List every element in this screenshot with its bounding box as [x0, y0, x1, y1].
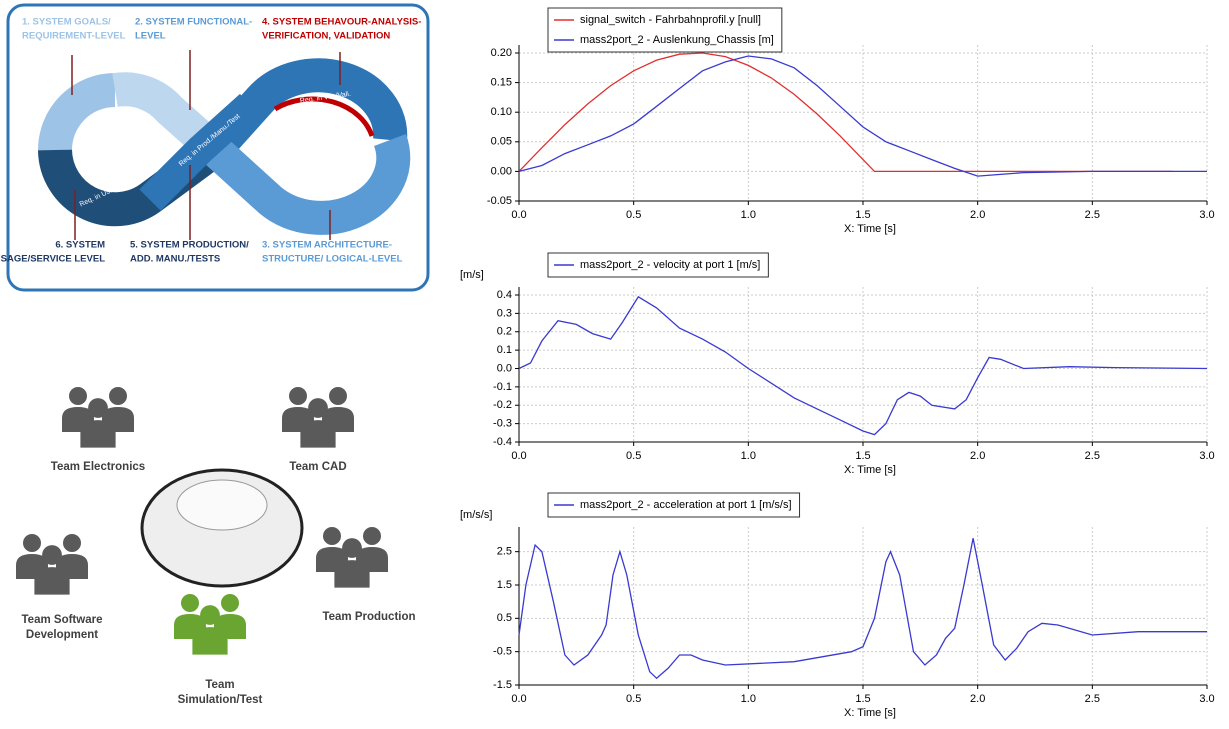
x-tick-label: 3.0: [1199, 450, 1214, 462]
person-head: [109, 387, 127, 405]
person-body: [34, 567, 69, 595]
y-tick-label: -0.4: [493, 436, 512, 448]
person-head: [63, 534, 81, 552]
team-label: Team Electronics: [51, 461, 145, 473]
person-head: [23, 534, 41, 552]
x-tick-label: 3.0: [1199, 209, 1214, 221]
x-tick-label: 1.5: [855, 450, 870, 462]
stage-label: 6. SYSTEM: [55, 240, 105, 251]
team-label: Team Production: [322, 611, 415, 623]
team-label: Development: [26, 629, 98, 641]
legend-label: signal_switch - Fahrbahnprofil.y [null]: [580, 14, 761, 26]
legend-label: mass2port_2 - velocity at port 1 [m/s]: [580, 259, 760, 271]
stage-label: 3. SYSTEM ARCHITECTURE-: [262, 240, 392, 251]
x-tick-label: 3.0: [1199, 693, 1214, 705]
x-tick-label: 0.5: [626, 450, 641, 462]
person-head: [69, 387, 87, 405]
page: 1. SYSTEM GOALS/REQUIREMENT-LEVEL 2. SYST…: [0, 0, 1229, 729]
x-tick-label: 2.5: [1085, 450, 1100, 462]
plot-area: [519, 527, 1207, 685]
person-body: [334, 560, 369, 588]
x-tick-label: 2.0: [970, 209, 985, 221]
y-tick-label: 0.20: [491, 47, 512, 59]
team-label: Simulation/Test: [178, 694, 263, 706]
y-tick-label: 0.15: [491, 77, 512, 89]
legend: signal_switch - Fahrbahnprofil.y [null] m…: [548, 8, 782, 52]
stage-label: ADD. MANU./TESTS: [130, 254, 220, 265]
y-tick-label: 0.0: [497, 362, 512, 374]
legend-label: mass2port_2 - Auslenkung_Chassis [m]: [580, 34, 774, 46]
team-label: Team Software: [22, 614, 103, 626]
x-tick-label: 2.5: [1085, 693, 1100, 705]
y-axis-label: [m/s/s]: [460, 509, 492, 521]
x-tick-label: 2.0: [970, 693, 985, 705]
x-tick-label: 2.0: [970, 450, 985, 462]
legend: mass2port_2 - velocity at port 1 [m/s]: [548, 253, 768, 277]
x-axis-label: X: Time [s]: [844, 464, 896, 476]
y-tick-label: -0.2: [493, 399, 512, 411]
y-tick-label: 0.00: [491, 165, 512, 177]
figure: 1. SYSTEM GOALS/REQUIREMENT-LEVEL 2. SYST…: [0, 0, 1229, 724]
y-tick-label: 1.5: [497, 579, 512, 591]
legend: mass2port_2 - acceleration at port 1 [m/…: [548, 493, 800, 517]
y-tick-label: 0.2: [497, 326, 512, 338]
stage-label: 2. SYSTEM FUNCTIONAL-: [135, 17, 252, 28]
person-head: [42, 545, 62, 565]
x-tick-label: 1.5: [855, 693, 870, 705]
y-tick-label: 0.3: [497, 307, 512, 319]
y-tick-label: 0.05: [491, 136, 512, 148]
x-tick-label: 0.0: [511, 450, 526, 462]
x-tick-label: 2.5: [1085, 209, 1100, 221]
x-tick-label: 1.0: [741, 450, 756, 462]
y-axis-label: [m/s]: [460, 269, 484, 281]
y-tick-label: 2.5: [497, 546, 512, 558]
team-label: Team: [205, 679, 234, 691]
person-head: [308, 398, 328, 418]
person-body: [300, 420, 335, 448]
y-tick-label: -1.5: [493, 679, 512, 691]
x-tick-label: 1.0: [741, 693, 756, 705]
x-tick-label: 0.0: [511, 693, 526, 705]
person-body: [192, 627, 227, 655]
stage-label: STRUCTURE/ LOGICAL-LEVEL: [262, 254, 403, 265]
stage-label: VERIFICATION, VALIDATION: [262, 31, 390, 42]
y-tick-label: -0.1: [493, 381, 512, 393]
person-body: [80, 420, 115, 448]
y-tick-label: 0.5: [497, 612, 512, 624]
y-tick-label: -0.3: [493, 418, 512, 430]
person-head: [289, 387, 307, 405]
person-head: [363, 527, 381, 545]
y-tick-label: 0.10: [491, 106, 512, 118]
stage-label: 1. SYSTEM GOALS/: [22, 17, 111, 28]
person-head: [221, 594, 239, 612]
team-label: Team CAD: [289, 461, 346, 473]
stage-label: REQUIREMENT-LEVEL: [22, 31, 126, 42]
y-tick-label: 0.1: [497, 344, 512, 356]
x-tick-label: 0.0: [511, 209, 526, 221]
y-tick-label: 0.4: [497, 289, 512, 301]
person-head: [181, 594, 199, 612]
stage-label: LEVEL: [135, 31, 166, 42]
legend-label: mass2port_2 - acceleration at port 1 [m/…: [580, 499, 792, 511]
stage-label: USAGE/SERVICE LEVEL: [0, 254, 105, 265]
person-head: [342, 538, 362, 558]
x-tick-label: 0.5: [626, 693, 641, 705]
y-tick-label: -0.05: [487, 195, 512, 207]
x-tick-label: 1.5: [855, 209, 870, 221]
x-tick-label: 0.5: [626, 209, 641, 221]
robot-body: [177, 480, 267, 530]
stage-label: 5. SYSTEM PRODUCTION/: [130, 240, 249, 251]
x-axis-label: X: Time [s]: [844, 707, 896, 719]
y-tick-label: -0.5: [493, 646, 512, 658]
x-tick-label: 1.0: [741, 209, 756, 221]
stage-label: 4. SYSTEM BEHAVOUR-ANALYSIS-: [262, 17, 421, 28]
person-head: [323, 527, 341, 545]
x-axis-label: X: Time [s]: [844, 223, 896, 235]
person-head: [200, 605, 220, 625]
person-head: [329, 387, 347, 405]
person-head: [88, 398, 108, 418]
